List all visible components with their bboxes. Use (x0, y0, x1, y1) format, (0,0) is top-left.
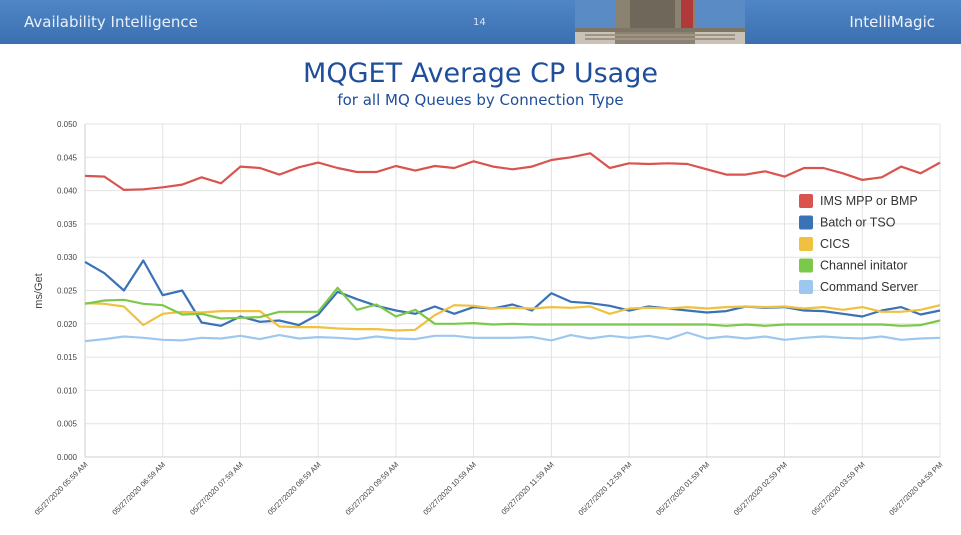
y-tick-label: 0.050 (57, 120, 78, 129)
y-tick-label: 0.025 (57, 287, 78, 296)
y-tick-label: 0.005 (57, 420, 78, 429)
x-axis-ticks: 05/27/2020 05:59 AM 05/27/2020 06:59 AM 05… (33, 460, 945, 517)
x-tick-label: 05/27/2020 11:59 AM (499, 460, 555, 516)
x-tick-label: 05/27/2020 04:59 PM (887, 460, 944, 517)
series-line-batch-or-tso (84, 259, 941, 327)
lighthouse-image (575, 0, 745, 44)
legend-label: IMS MPP or BMP (820, 194, 918, 208)
y-tick-label: 0.040 (57, 187, 78, 196)
legend-swatch (799, 237, 813, 251)
y-tick-label: 0.015 (57, 353, 78, 362)
y-axis-label: ms/Get (33, 273, 45, 308)
header-left-title: Availability Intelligence (24, 13, 198, 31)
series-lines (84, 152, 941, 343)
legend-label: Command Server (820, 280, 918, 294)
legend-swatch (799, 194, 813, 208)
series-line-ims-mpp-or-bmp (84, 152, 941, 191)
series-line-cics (84, 302, 941, 332)
header-banner: Availability Intelligence 14 IntelliMagi… (0, 0, 961, 44)
header-right-title: IntelliMagic (849, 13, 935, 31)
x-tick-label: 05/27/2020 05:59 AM (33, 460, 90, 517)
x-tick-label: 05/27/2020 01:59 PM (654, 460, 711, 517)
x-tick-label: 05/27/2020 02:59 PM (732, 460, 789, 517)
x-tick-label: 05/27/2020 09:59 AM (344, 460, 401, 517)
legend-label: CICS (820, 237, 850, 251)
chart-subtitle: for all MQ Queues by Connection Type (337, 91, 624, 109)
y-tick-label: 0.020 (57, 320, 78, 329)
y-tick-label: 0.000 (57, 453, 78, 462)
y-axis-ticks: 0.000 0.005 0.010 0.015 0.020 0.025 0.030 0.035… (57, 120, 78, 462)
x-tick-label: 05/27/2020 08:59 AM (266, 460, 323, 517)
x-tick-label: 05/27/2020 03:59 PM (810, 460, 867, 517)
series-line-channel-initator (84, 286, 941, 327)
series-line-command-server (84, 331, 941, 343)
x-tick-label: 05/27/2020 10:59 AM (421, 460, 478, 517)
y-tick-label: 0.010 (57, 386, 78, 395)
x-tick-label: 05/27/2020 12:59 PM (576, 460, 633, 517)
y-tick-label: 0.030 (57, 253, 78, 262)
x-tick-label: 05/27/2020 06:59 AM (110, 460, 167, 517)
legend-swatch (799, 280, 813, 294)
legend-swatch (799, 258, 813, 273)
y-tick-label: 0.035 (57, 220, 78, 229)
page-number: 14 (473, 17, 486, 28)
legend-label: Batch or TSO (820, 216, 896, 230)
chart-title: MQGET Average CP Usage (303, 58, 658, 89)
legend: IMS MPP or BMP Batch or TSO CICS Channel in… (799, 194, 918, 294)
legend-label: Channel initator (820, 259, 908, 273)
legend-swatch (799, 215, 813, 230)
x-tick-label: 05/27/2020 07:59 AM (188, 460, 245, 517)
y-tick-label: 0.045 (57, 153, 78, 162)
